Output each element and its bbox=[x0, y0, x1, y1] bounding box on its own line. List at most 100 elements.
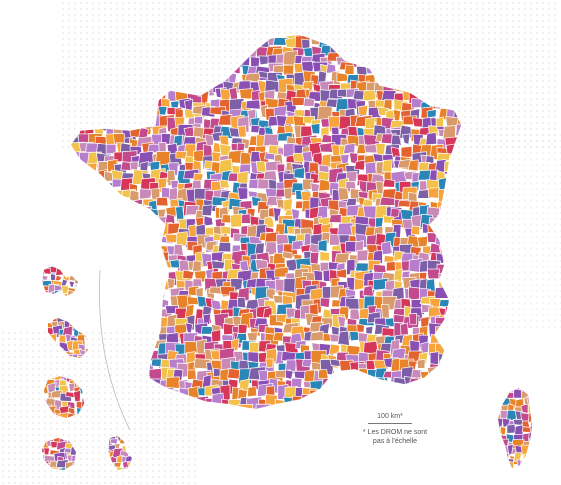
territory-cell bbox=[467, 362, 480, 378]
territory-cell bbox=[120, 161, 133, 171]
territory-cell bbox=[84, 304, 93, 318]
scale-bar bbox=[368, 423, 412, 424]
territory-cell bbox=[70, 205, 71, 218]
territory-cell bbox=[84, 296, 94, 308]
territory-cell bbox=[96, 258, 109, 275]
territory-cell bbox=[107, 313, 120, 325]
territory-cell bbox=[70, 318, 83, 324]
territory-cell bbox=[223, 405, 239, 410]
territory-cell bbox=[79, 270, 87, 276]
territory-cell bbox=[193, 149, 205, 163]
territory-cell bbox=[142, 243, 155, 254]
territory-cell bbox=[77, 171, 95, 186]
territory-cell bbox=[59, 224, 68, 235]
territory-cell bbox=[416, 235, 429, 248]
territory-cell bbox=[410, 388, 427, 400]
territory-cell bbox=[364, 161, 377, 176]
territory-cell bbox=[527, 448, 532, 459]
territory-cell bbox=[70, 171, 82, 181]
territory-cell bbox=[70, 164, 73, 180]
territory-cell bbox=[125, 216, 136, 233]
drom-note-line-1: * Les DROM ne sont bbox=[362, 429, 428, 436]
territory-cell bbox=[263, 133, 280, 147]
territory-cell bbox=[465, 352, 478, 363]
scale-label: 100 km* bbox=[377, 413, 403, 420]
territory-cell bbox=[343, 375, 358, 387]
territory-cell bbox=[498, 453, 505, 463]
territory-cell bbox=[77, 278, 78, 286]
territory-cell bbox=[70, 308, 85, 323]
territory-cell bbox=[318, 405, 335, 410]
territory-cell bbox=[94, 218, 104, 233]
territory-cell bbox=[437, 397, 447, 409]
territory-cell bbox=[122, 204, 138, 222]
territory-cell bbox=[237, 297, 247, 309]
territory-cell bbox=[361, 378, 377, 395]
territory-cell bbox=[70, 233, 72, 247]
territory-cell bbox=[212, 406, 223, 410]
territory-cell bbox=[70, 243, 84, 256]
territory-cell bbox=[329, 358, 341, 367]
territory-cell bbox=[76, 296, 90, 314]
territory-cell bbox=[244, 72, 261, 83]
territory-cell bbox=[129, 161, 139, 171]
territory-cell bbox=[68, 274, 78, 282]
territory-cell bbox=[327, 379, 345, 391]
territory-cell bbox=[120, 272, 133, 286]
territory-cell bbox=[42, 274, 49, 281]
territory-cell bbox=[529, 454, 532, 465]
territory-cell bbox=[150, 358, 162, 367]
territory-cell bbox=[410, 225, 420, 236]
territory-cell bbox=[71, 295, 84, 305]
territory-cell bbox=[406, 393, 418, 407]
territory-cell bbox=[349, 308, 361, 321]
territory-cell bbox=[85, 172, 97, 189]
territory-cell bbox=[88, 192, 98, 208]
territory-cell bbox=[146, 268, 164, 283]
territory-cell bbox=[70, 298, 76, 315]
territory-cell bbox=[498, 388, 504, 399]
territory-cell bbox=[312, 396, 322, 409]
territory-cell bbox=[70, 215, 71, 227]
territory-cell bbox=[45, 297, 51, 308]
territory-cell bbox=[154, 267, 165, 279]
territory-cell bbox=[114, 281, 125, 296]
territory-cell bbox=[455, 352, 462, 364]
territory-cell bbox=[362, 90, 377, 102]
territory-cell bbox=[371, 388, 386, 398]
territory-cell bbox=[119, 235, 134, 247]
territory-cell bbox=[91, 232, 109, 245]
territory-cell bbox=[139, 278, 152, 292]
territory-cell bbox=[447, 348, 461, 362]
territory-cell bbox=[352, 380, 371, 395]
territory-cell bbox=[70, 241, 74, 252]
territory-cell bbox=[337, 393, 350, 408]
territory-cell bbox=[111, 269, 124, 287]
territory-cell bbox=[74, 209, 94, 220]
territory-cell bbox=[61, 293, 70, 296]
territory-cell bbox=[70, 191, 83, 206]
territory-cell bbox=[346, 344, 361, 356]
territory-cell bbox=[393, 387, 409, 402]
territory-cell bbox=[430, 397, 441, 409]
territory-cell bbox=[527, 431, 532, 444]
territory-cell bbox=[95, 289, 110, 306]
territory-cell bbox=[255, 161, 267, 173]
territory-cell bbox=[141, 297, 159, 310]
territory-cell bbox=[85, 234, 96, 247]
territory-cell bbox=[503, 469, 514, 476]
territory-cell bbox=[37, 298, 44, 307]
territory-cell bbox=[74, 278, 78, 286]
territory-cell bbox=[529, 425, 532, 438]
territory-cell bbox=[349, 390, 365, 404]
territory-cell bbox=[446, 386, 458, 399]
territory-cell bbox=[348, 395, 358, 407]
territory-cell bbox=[498, 440, 503, 449]
guadeloupe bbox=[37, 266, 87, 308]
territory-cell bbox=[56, 467, 66, 470]
territory-cell bbox=[342, 142, 356, 154]
territory-cell bbox=[133, 299, 150, 313]
territory-cell bbox=[318, 178, 332, 192]
territory-cell bbox=[68, 280, 75, 288]
territory-cell bbox=[211, 260, 226, 270]
